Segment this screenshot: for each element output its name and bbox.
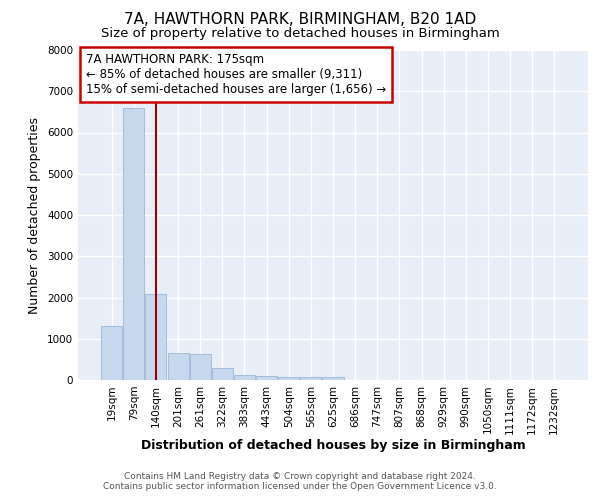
Text: Size of property relative to detached houses in Birmingham: Size of property relative to detached ho… [101, 28, 499, 40]
Y-axis label: Number of detached properties: Number of detached properties [28, 116, 41, 314]
Bar [101, 326, 122, 380]
Bar [278, 376, 299, 380]
Bar [322, 376, 344, 380]
Bar [190, 354, 211, 380]
Bar [301, 376, 322, 380]
Text: Contains HM Land Registry data © Crown copyright and database right 2024.
Contai: Contains HM Land Registry data © Crown c… [103, 472, 497, 491]
Text: 7A HAWTHORN PARK: 175sqm
← 85% of detached houses are smaller (9,311)
15% of sem: 7A HAWTHORN PARK: 175sqm ← 85% of detach… [86, 54, 386, 96]
Text: 7A, HAWTHORN PARK, BIRMINGHAM, B20 1AD: 7A, HAWTHORN PARK, BIRMINGHAM, B20 1AD [124, 12, 476, 28]
Bar [124, 108, 145, 380]
Bar [167, 353, 188, 380]
Bar [212, 368, 233, 380]
Bar [234, 374, 255, 380]
Bar [256, 376, 277, 380]
Bar [145, 294, 166, 380]
X-axis label: Distribution of detached houses by size in Birmingham: Distribution of detached houses by size … [140, 439, 526, 452]
